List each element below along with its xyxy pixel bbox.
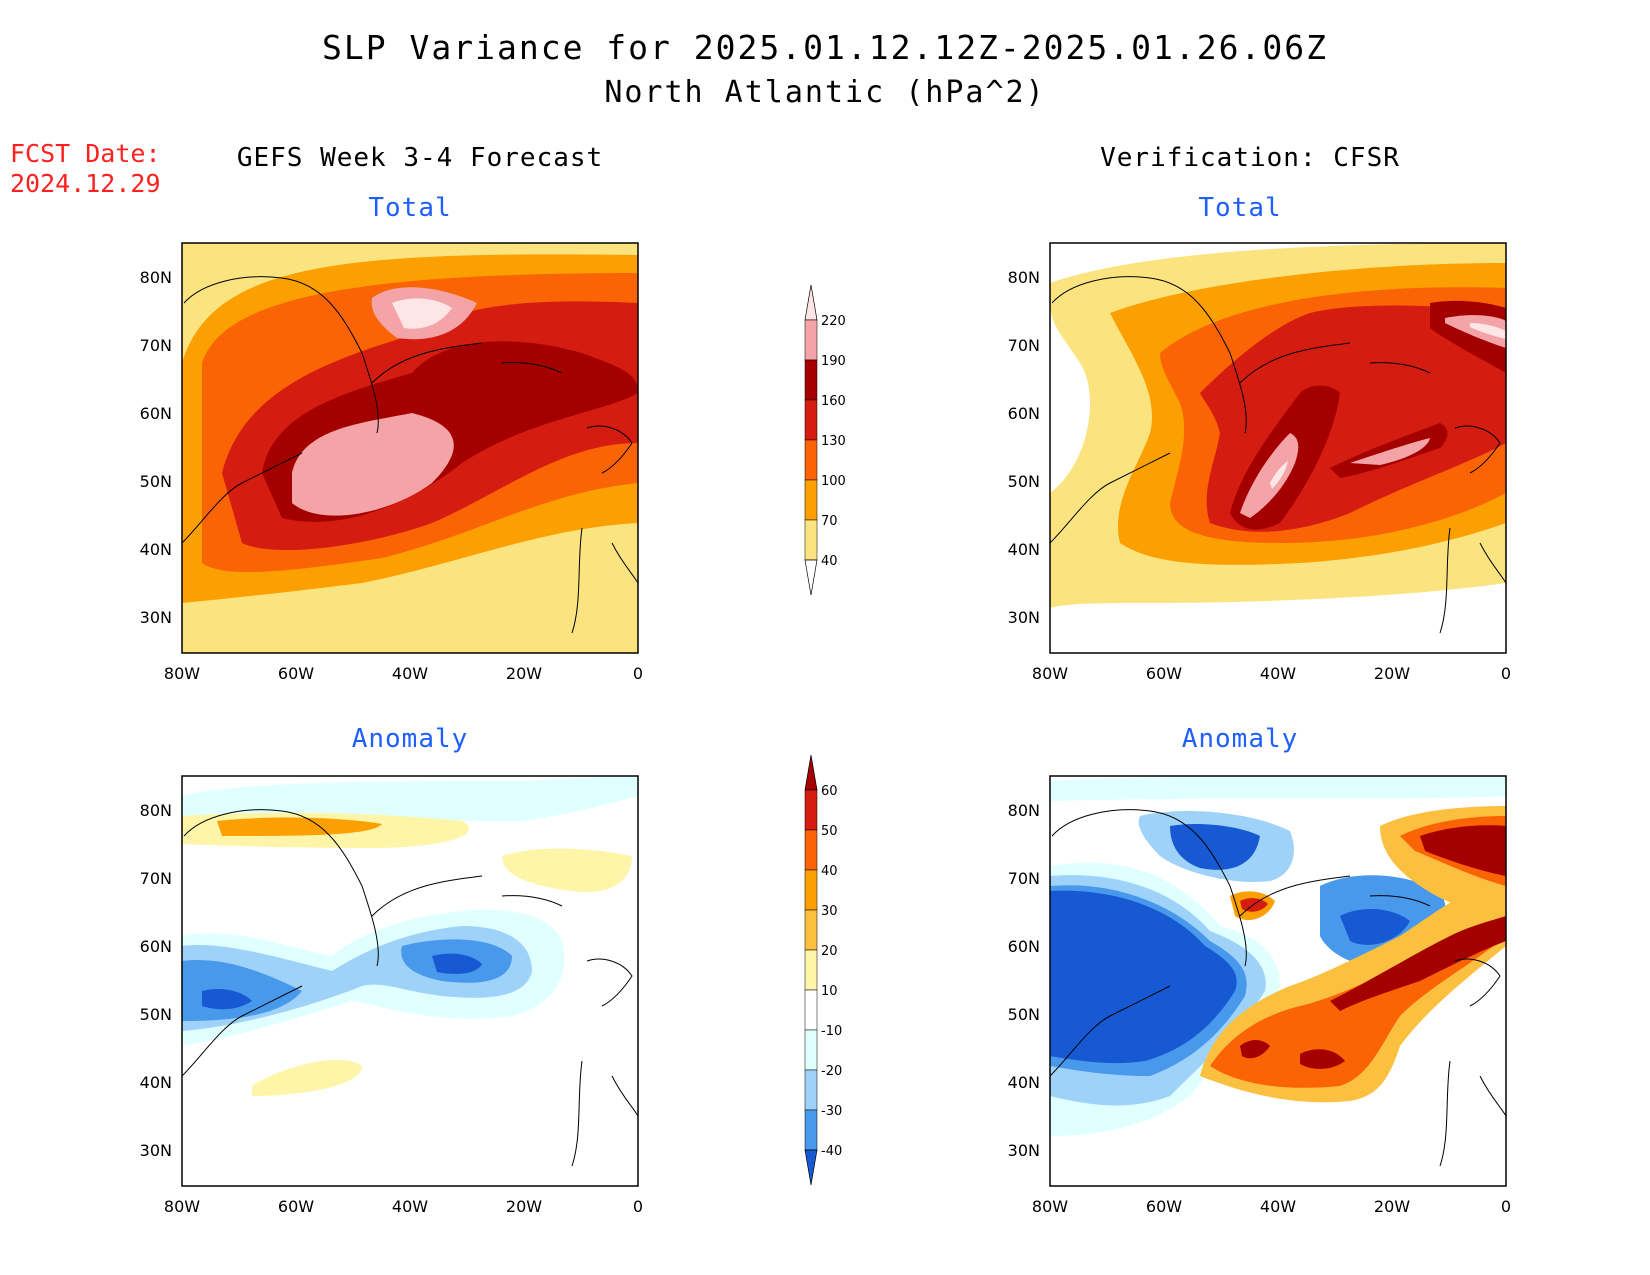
forecast-column-title: GEFS Week 3-4 Forecast [236,143,604,173]
verification-column-title: Verification: CFSR [1100,143,1400,173]
main-title: SLP Variance for 2025.01.12.12Z-2025.01.… [322,28,1328,67]
lat-tick-30N: 30N [140,1141,172,1160]
lon-tick-80W: 80W [1032,664,1068,683]
lat-tick-70N: 70N [140,336,172,355]
colorbar-level-label: 160 [821,394,846,409]
colorbar-level-label: 20 [821,944,838,959]
colorbar-segment [804,479,818,521]
lat-tick-80N: 80N [1008,801,1040,820]
lon-tick-20W: 20W [1374,1197,1410,1216]
verification-total-title: Total [1198,193,1282,223]
lat-tick-70N: 70N [1008,336,1040,355]
colorbar-top-triangle [804,755,818,791]
lat-tick-50N: 50N [140,472,172,491]
lat-tick-60N: 60N [1008,937,1040,956]
colorbar-level-label: 40 [821,554,838,569]
colorbar-segment [804,1029,818,1071]
colorbar-segment [804,319,818,361]
lat-tick-70N: 70N [1008,869,1040,888]
fcst-date-value: 2024.12.29 [10,169,161,198]
colorbar-level-label: 30 [821,904,838,919]
lat-tick-60N: 60N [140,937,172,956]
colorbar-level-label: 60 [821,784,838,799]
total-colorbar: 220 190 160 130 100 70 40 [804,285,846,596]
verification-anomaly-title: Anomaly [1181,724,1299,754]
colorbar-level-label: -40 [821,1144,842,1159]
lat-tick-80N: 80N [140,801,172,820]
forecast-total-title: Total [368,193,452,223]
lat-tick-40N: 40N [140,540,172,559]
lon-tick-80W: 80W [1032,1197,1068,1216]
lon-tick-20W: 20W [506,664,542,683]
colorbar-level-label: 130 [821,434,846,449]
lat-tick-80N: 80N [1008,268,1040,287]
lon-tick-60W: 60W [278,1197,314,1216]
lon-tick-0: 0 [633,664,643,683]
lon-tick-0: 0 [633,1197,643,1216]
colorbar-segment [804,399,818,441]
lat-tick-30N: 30N [140,608,172,627]
colorbar-segment [804,1109,818,1151]
subtitle: North Atlantic (hPa^2) [604,75,1046,110]
lat-tick-30N: 30N [1008,608,1040,627]
colorbar-top-triangle [804,285,818,321]
lon-tick-60W: 60W [1146,1197,1182,1216]
colorbar-segment [804,909,818,951]
lon-tick-80W: 80W [164,664,200,683]
lat-tick-80N: 80N [140,268,172,287]
verification-total-map: 80N 70N 60N 50N 40N 30N 80W 60W 40W 20W … [1008,242,1511,683]
lat-tick-30N: 30N [1008,1141,1040,1160]
forecast-total-map: 80N 70N 60N 50N 40N 30N 80W 60W 40W 20W … [140,242,643,683]
colorbar-level-label: 190 [821,354,846,369]
lon-tick-80W: 80W [164,1197,200,1216]
lon-tick-40W: 40W [1260,1197,1296,1216]
colorbar-level-label: 220 [821,314,846,329]
colorbar-segment [804,1069,818,1111]
anomaly-colorbar: 60 50 40 30 20 10 -10 -20 -30 -40 [804,755,842,1186]
colorbar-level-label: 10 [821,984,838,999]
forecast-anomaly-title: Anomaly [351,724,469,754]
lon-tick-20W: 20W [506,1197,542,1216]
fcst-date-label: FCST Date: [10,139,161,168]
lon-tick-20W: 20W [1374,664,1410,683]
forecast-anomaly-map: 80N 70N 60N 50N 40N 30N 80W 60W 40W 20W … [140,775,643,1216]
colorbar-bottom-triangle [804,1149,818,1186]
lat-tick-50N: 50N [1008,472,1040,491]
colorbar-segment [804,519,818,561]
colorbar-level-label: 50 [821,824,838,839]
colorbar-segment [804,789,818,831]
lon-tick-0: 0 [1501,664,1511,683]
lon-tick-60W: 60W [1146,664,1182,683]
lon-tick-60W: 60W [278,664,314,683]
colorbar-level-label: -10 [821,1024,842,1039]
lon-tick-40W: 40W [1260,664,1296,683]
lon-tick-40W: 40W [392,664,428,683]
verification-anomaly-map: 80N 70N 60N 50N 40N 30N 80W 60W 40W 20W … [1008,775,1511,1216]
colorbar-segment [804,989,818,1031]
lat-tick-40N: 40N [1008,1073,1040,1092]
colorbar-segment [804,439,818,481]
lat-tick-60N: 60N [140,404,172,423]
lat-tick-50N: 50N [1008,1005,1040,1024]
lat-tick-50N: 50N [140,1005,172,1024]
colorbar-segment [804,359,818,401]
colorbar-segment [804,829,818,871]
lon-tick-40W: 40W [392,1197,428,1216]
colorbar-bottom-triangle [804,559,818,596]
colorbar-level-label: 100 [821,474,846,489]
lon-tick-0: 0 [1501,1197,1511,1216]
colorbar-level-label: -30 [821,1104,842,1119]
colorbar-segment [804,949,818,991]
colorbar-level-label: 70 [821,514,838,529]
lat-tick-40N: 40N [1008,540,1040,559]
lat-tick-70N: 70N [140,869,172,888]
lat-tick-60N: 60N [1008,404,1040,423]
colorbar-level-label: 40 [821,864,838,879]
colorbar-segment [804,869,818,911]
colorbar-level-label: -20 [821,1064,842,1079]
lat-tick-40N: 40N [140,1073,172,1092]
